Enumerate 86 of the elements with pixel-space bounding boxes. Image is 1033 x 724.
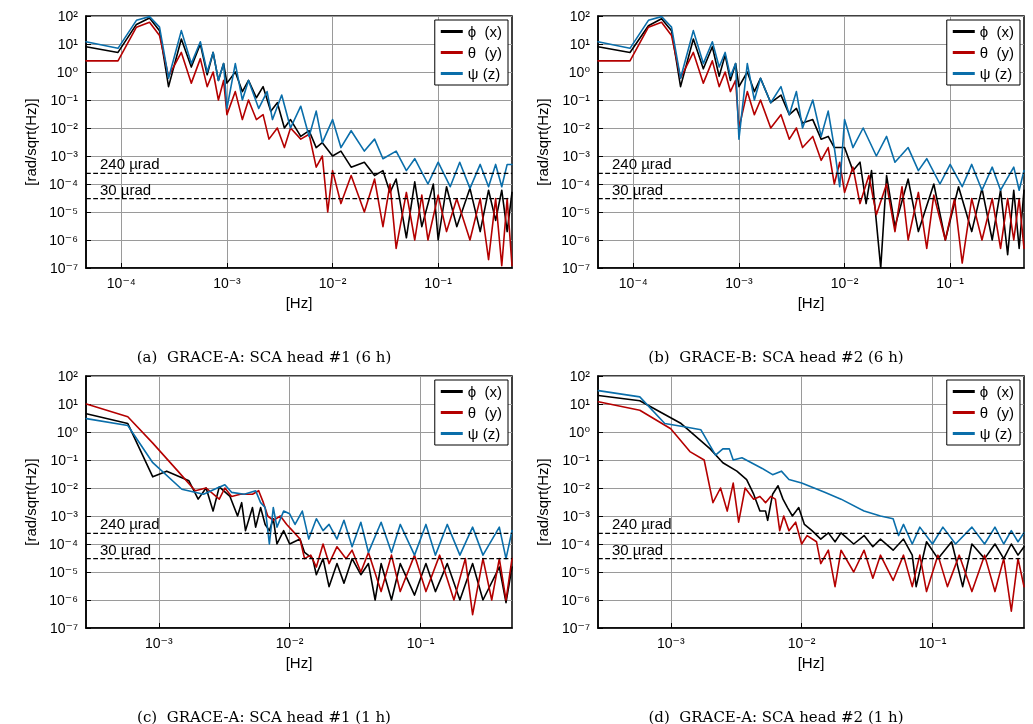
y-tick-label: 10⁻⁶	[561, 232, 590, 248]
x-axis-title: [Hz]	[285, 293, 313, 311]
x-tick-label: 10⁻⁴	[618, 275, 648, 291]
y-tick-label: 10⁰	[568, 424, 591, 440]
y-axis-title: [rad/sqrt(Hz)]	[534, 98, 551, 186]
y-tick-label: 10⁻⁴	[49, 536, 78, 552]
y-axis-title: [rad/sqrt(Hz)]	[534, 458, 551, 546]
y-tick-label: 10⁻³	[562, 508, 591, 524]
legend-label: θ (y)	[979, 44, 1014, 61]
y-tick-label: 10⁻⁴	[561, 176, 590, 192]
y-tick-label: 10⁻⁷	[49, 260, 78, 276]
text: (b) GRACE-B: SCA head #2 (6 h)	[648, 347, 904, 366]
y-axis-title: [rad/sqrt(Hz)]	[22, 98, 39, 186]
ref-line-label: 30 µrad	[100, 540, 152, 558]
y-tick-label: 10²	[57, 368, 79, 384]
x-tick-label: 10⁻¹	[424, 275, 453, 291]
x-tick-label: 10⁻²	[275, 635, 304, 651]
y-tick-label: 10⁻³	[50, 508, 79, 524]
y-tick-label: 10⁰	[56, 64, 79, 80]
y-tick-label: 10⁻²	[50, 480, 79, 496]
ref-line-label: 30 µrad	[612, 540, 664, 558]
x-tick-label: 10⁻³	[144, 635, 173, 651]
y-tick-label: 10⁰	[568, 64, 591, 80]
ref-line-label: 240 µrad	[612, 155, 672, 173]
y-tick-label: 10⁻²	[562, 120, 591, 136]
y-tick-label: 10⁻³	[50, 148, 79, 164]
legend-label: ϕ (x)	[979, 383, 1015, 400]
legend-label: ϕ (x)	[979, 23, 1015, 40]
y-tick-label: 10⁻³	[562, 148, 591, 164]
text: (c) GRACE-A: SCA head #1 (1 h)	[137, 707, 391, 724]
legend-label: ϕ (x)	[467, 383, 503, 400]
y-tick-label: 10²	[57, 8, 79, 24]
y-tick-label: 10⁻⁶	[561, 592, 590, 608]
y-tick-label: 10²	[569, 8, 591, 24]
ref-line-label: 240 µrad	[100, 515, 160, 533]
x-axis-title: [Hz]	[285, 653, 313, 671]
x-axis-title: [Hz]	[797, 293, 825, 311]
ref-line-label: 240 µrad	[100, 155, 160, 173]
y-tick-label: 10⁻⁶	[49, 232, 78, 248]
x-tick-label: 10⁻³	[213, 275, 242, 291]
y-tick-label: 10⁻⁵	[49, 564, 78, 580]
text: (a) GRACE-A: SCA head #1 (6 h)	[136, 347, 392, 366]
x-tick-label: 10⁻³	[725, 275, 754, 291]
legend-label: ψ (z)	[467, 425, 501, 442]
y-tick-label: 10¹	[57, 396, 79, 412]
y-tick-label: 10⁻¹	[562, 92, 591, 108]
legend-label: θ (y)	[979, 404, 1014, 421]
y-tick-label: 10⁻¹	[50, 452, 79, 468]
legend-label: ψ (z)	[979, 65, 1013, 82]
legend-label: θ (y)	[467, 404, 502, 421]
x-tick-label: 10⁻²	[318, 275, 347, 291]
y-axis-title: [rad/sqrt(Hz)]	[22, 458, 39, 546]
x-tick-label: 10⁻²	[830, 275, 859, 291]
x-tick-label: 10⁻²	[787, 635, 816, 651]
y-tick-label: 10¹	[57, 36, 79, 52]
y-tick-label: 10⁻¹	[562, 452, 591, 468]
y-tick-label: 10⁻⁷	[561, 620, 590, 636]
y-tick-label: 10⁻⁷	[49, 620, 78, 636]
y-tick-label: 10¹	[569, 396, 591, 412]
y-tick-label: 10⁻⁵	[49, 204, 78, 220]
y-tick-label: 10⁰	[56, 424, 79, 440]
x-tick-label: 10⁻³	[656, 635, 685, 651]
legend-label: θ (y)	[467, 44, 502, 61]
x-tick-label: 10⁻¹	[918, 635, 947, 651]
ref-line-label: 30 µrad	[612, 180, 664, 198]
ref-line-label: 240 µrad	[612, 515, 672, 533]
legend-label: ψ (z)	[979, 425, 1013, 442]
y-tick-label: 10⁻⁷	[561, 260, 590, 276]
x-axis-title: [Hz]	[797, 653, 825, 671]
x-tick-label: 10⁻¹	[936, 275, 965, 291]
legend-label: ϕ (x)	[467, 23, 503, 40]
x-tick-label: 10⁻⁴	[106, 275, 136, 291]
y-tick-label: 10⁻²	[50, 120, 79, 136]
y-tick-label: 10⁻⁵	[561, 564, 590, 580]
y-tick-label: 10⁻¹	[50, 92, 79, 108]
y-tick-label: 10¹	[569, 36, 591, 52]
text: (d) GRACE-A: SCA head #2 (1 h)	[648, 707, 904, 724]
y-tick-label: 10⁻⁶	[49, 592, 78, 608]
y-tick-label: 10⁻⁵	[561, 204, 590, 220]
ref-line-label: 30 µrad	[100, 180, 152, 198]
x-tick-label: 10⁻¹	[406, 635, 435, 651]
y-tick-label: 10²	[569, 368, 591, 384]
y-tick-label: 10⁻²	[562, 480, 591, 496]
y-tick-label: 10⁻⁴	[561, 536, 590, 552]
y-tick-label: 10⁻⁴	[49, 176, 78, 192]
legend-label: ψ (z)	[467, 65, 501, 82]
